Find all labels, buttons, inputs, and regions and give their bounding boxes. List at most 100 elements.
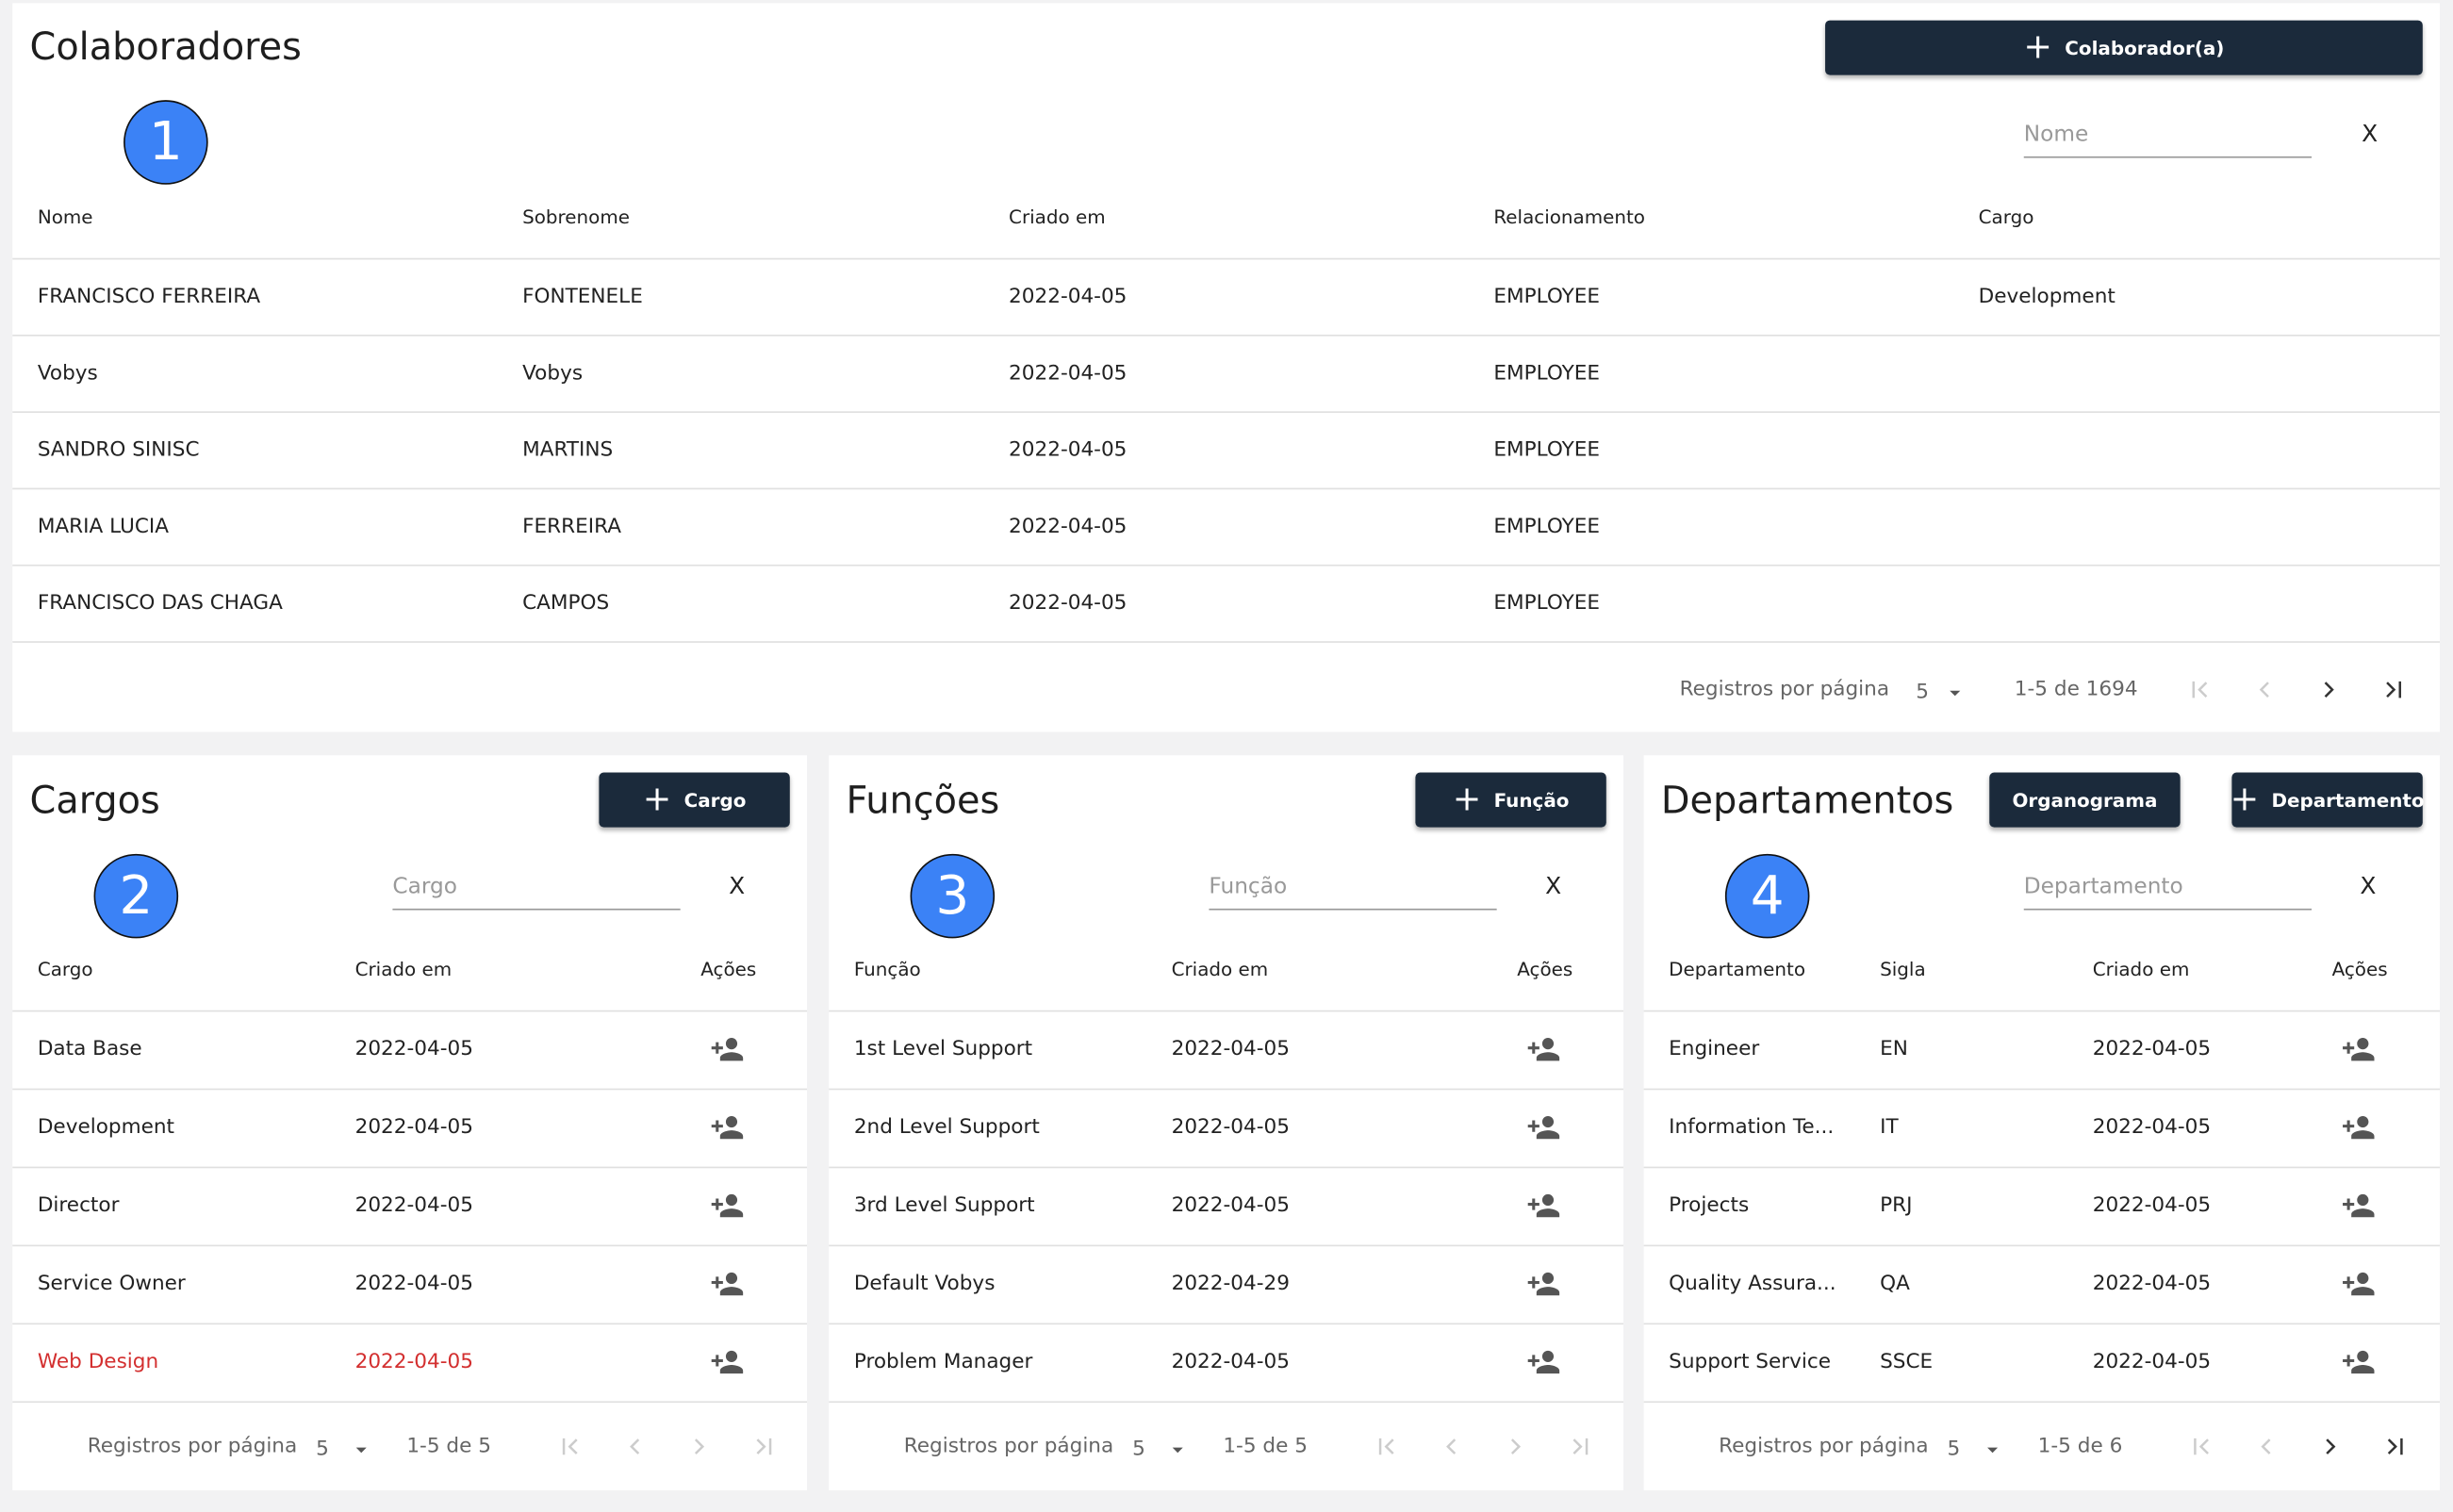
button-label: Função [1493, 788, 1570, 812]
column-header: Ações [1517, 958, 1573, 981]
panel-colaboradores: Colaboradores + Colaborador(a) 1 Nome X Nome So… [12, 3, 2441, 732]
rows-per-page-label: Registros por página [87, 1435, 298, 1459]
add-button[interactable]: + Função [1415, 772, 1606, 828]
clear-filter[interactable]: X [729, 871, 746, 900]
clear-filter[interactable]: X [2362, 119, 2379, 148]
header-divider [829, 1010, 1624, 1012]
table-cell: 2022-04-05 [1171, 1037, 1290, 1061]
button-label: Departamento [2271, 788, 2425, 812]
table-cell: Data Base [37, 1037, 142, 1061]
next-page[interactable] [2314, 676, 2343, 704]
row-divider [12, 1244, 808, 1247]
add-member-icon[interactable] [710, 1189, 744, 1223]
column-header: Criado em [1009, 205, 1106, 229]
column-header: Relacionamento [1493, 205, 1645, 229]
dropdown-arrow[interactable] [1165, 1438, 1191, 1463]
table-cell: 3rd Level Support [853, 1193, 1035, 1218]
clear-filter[interactable]: X [1545, 871, 1562, 900]
table-cell: 2022-04-05 [1009, 285, 1128, 309]
previous-page [630, 1438, 640, 1454]
dropdown-arrow[interactable] [1980, 1438, 2005, 1463]
last-page[interactable] [2380, 1433, 2409, 1461]
table-cell: Vobys [37, 362, 98, 386]
column-header: Sobrenome [522, 205, 631, 229]
table-cell: Director [37, 1193, 120, 1218]
add-member-icon[interactable] [1526, 1189, 1560, 1223]
page-range: 1-5 de 6 [2037, 1435, 2123, 1459]
table-cell: FERREIRA [522, 515, 621, 539]
rows-per-page-select[interactable]: 5 [1916, 681, 1930, 705]
rows-per-page-label: Registros por página [903, 1435, 1114, 1459]
column-header: Criado em [1171, 958, 1269, 981]
section-title: Departamentos [1660, 779, 1954, 823]
table-cell: MARIA LUCIA [37, 515, 170, 539]
filter-input[interactable]: Nome [2023, 122, 2089, 147]
add-member-icon[interactable] [2342, 1189, 2376, 1223]
rows-per-page-label: Registros por página [1719, 1435, 1929, 1459]
table-cell: Vobys [522, 362, 584, 386]
add-member-icon[interactable] [1526, 1110, 1560, 1144]
add-member-icon[interactable] [1526, 1345, 1560, 1379]
organograma-button[interactable]: Organograma [1989, 772, 2181, 828]
previous-page [2259, 682, 2269, 698]
section-title: Funções [846, 779, 1000, 823]
filter-underline [1209, 908, 1497, 911]
table-cell: 2022-04-05 [1171, 1115, 1290, 1140]
step-badge: 3 [910, 853, 996, 939]
page-range: 1-5 de 5 [406, 1435, 491, 1459]
add-member-icon[interactable] [1526, 1267, 1560, 1301]
filter-underline [2023, 908, 2313, 911]
table-cell: 2022-04-05 [1009, 438, 1128, 463]
add-member-icon[interactable] [710, 1032, 744, 1066]
dropdown-arrow[interactable] [1942, 681, 1967, 706]
table-cell: 2022-04-05 [1171, 1193, 1290, 1218]
add-member-icon[interactable] [1526, 1032, 1560, 1066]
plus-icon: + [2023, 27, 2053, 67]
filter-input[interactable]: Departamento [2023, 874, 2183, 899]
filter-input[interactable]: Cargo [392, 874, 457, 899]
table-cell: 2022-04-05 [354, 1272, 473, 1296]
rows-per-page-label: Registros por página [1679, 678, 1890, 702]
add-button[interactable]: + Cargo [599, 772, 790, 828]
add-member-icon[interactable] [710, 1345, 744, 1379]
rows-per-page-select[interactable]: 5 [1947, 1438, 1961, 1462]
row-divider [829, 1401, 1624, 1404]
table-cell: SSCE [1880, 1350, 1934, 1374]
header-divider [12, 257, 2441, 260]
dropdown-arrow[interactable] [349, 1438, 374, 1463]
table-cell: 2022-04-05 [2092, 1037, 2212, 1061]
panel-departamentos: Departamentos + Departamento Organograma 4 De… [1643, 755, 2441, 1491]
add-button[interactable]: + Colaborador(a) [1825, 20, 2423, 75]
rows-per-page-select[interactable]: 5 [1132, 1438, 1145, 1462]
filter-underline [2023, 156, 2313, 158]
add-member-icon[interactable] [710, 1110, 744, 1144]
next-page[interactable] [2316, 1433, 2345, 1461]
table-cell: EN [1880, 1037, 1908, 1061]
last-page [1572, 1438, 1589, 1455]
filter-underline [392, 908, 681, 911]
button-label: Cargo [683, 788, 747, 812]
rows-per-page-select[interactable]: 5 [316, 1438, 329, 1462]
add-member-icon[interactable] [710, 1267, 744, 1301]
first-page [562, 1438, 578, 1455]
row-divider [1643, 1166, 2441, 1169]
last-page[interactable] [2379, 676, 2407, 704]
filter-input[interactable]: Função [1209, 874, 1288, 899]
table-cell: FRANCISCO DAS CHAGA [37, 591, 283, 616]
row-divider [12, 1401, 808, 1404]
column-header: Departamento [1669, 958, 1806, 981]
add-button[interactable]: + Departamento [2231, 772, 2425, 828]
row-divider [12, 1323, 808, 1325]
column-header: Nome [37, 205, 93, 229]
clear-filter[interactable]: X [2360, 871, 2377, 900]
first-page [2194, 1438, 2209, 1455]
add-member-icon[interactable] [2342, 1267, 2376, 1301]
plus-icon: + [1452, 780, 1482, 819]
row-divider [1643, 1088, 2441, 1091]
previous-page [1446, 1438, 1457, 1454]
add-member-icon[interactable] [2342, 1110, 2376, 1144]
add-member-icon[interactable] [2342, 1345, 2376, 1379]
step-badge: 1 [123, 100, 208, 185]
add-member-icon[interactable] [2342, 1032, 2376, 1066]
